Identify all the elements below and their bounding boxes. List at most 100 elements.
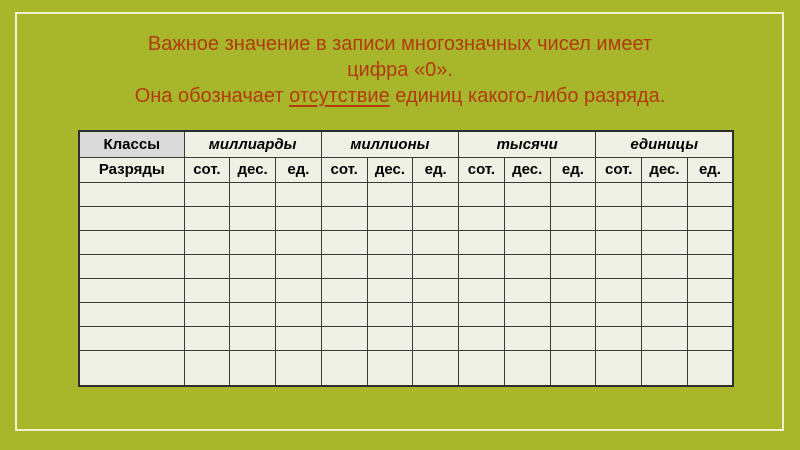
digits-header-cell: Разряды (78, 156, 185, 183)
empty-row (78, 349, 734, 387)
title-line-3-before: Она обозначает (134, 85, 290, 107)
empty-cell (549, 325, 597, 351)
empty-cell (366, 181, 414, 207)
empty-cell (641, 301, 688, 327)
empty-cell (366, 301, 414, 327)
title-line-3-after: единиц какого-либо разряда. (389, 85, 666, 107)
empty-cell (366, 229, 414, 255)
empty-cell (229, 253, 276, 279)
empty-cell (595, 181, 643, 207)
empty-cell (595, 277, 643, 303)
empty-row (78, 253, 734, 279)
classes-header-cell: Классы (78, 130, 185, 158)
empty-cell (78, 349, 185, 387)
empty-cell (229, 229, 276, 255)
empty-row (78, 277, 734, 303)
empty-cell (78, 253, 185, 279)
empty-cell (412, 181, 460, 207)
digit-col-thousands-ones: ед. (549, 156, 597, 183)
empty-cell (78, 277, 185, 303)
empty-cell (549, 229, 597, 255)
digit-col-units-hundreds: сот. (595, 156, 643, 183)
empty-cell (183, 301, 231, 327)
place-value-table: Классы миллиарды миллионы тысячи единицы… (78, 130, 735, 387)
empty-cell (549, 349, 597, 387)
class-group-billions: миллиарды (183, 130, 322, 158)
empty-cell (183, 277, 231, 303)
empty-cell (275, 229, 322, 255)
empty-cell (320, 349, 368, 387)
empty-cell (503, 229, 551, 255)
empty-cell (641, 349, 688, 387)
empty-cell (229, 205, 276, 231)
empty-cell (412, 277, 460, 303)
empty-cell (320, 325, 368, 351)
empty-cell (641, 253, 688, 279)
empty-cell (183, 229, 231, 255)
digit-col-units-ones: ед. (686, 156, 734, 183)
empty-cell (641, 205, 688, 231)
empty-cell (458, 325, 505, 351)
digit-col-billions-tens: дес. (229, 156, 276, 183)
classes-header-row: Классы миллиарды миллионы тысячи единицы (78, 130, 734, 158)
empty-cell (78, 229, 185, 255)
empty-cell (183, 349, 231, 387)
digits-header-row: Разряды сот. дес. ед. сот. дес. ед. сот.… (78, 156, 734, 183)
empty-cell (183, 205, 231, 231)
empty-cell (458, 181, 505, 207)
empty-cell (595, 325, 643, 351)
empty-cell (275, 301, 322, 327)
empty-cell (229, 325, 276, 351)
digit-col-billions-hundreds: сот. (183, 156, 231, 183)
digit-col-thousands-tens: дес. (503, 156, 551, 183)
empty-cell (229, 181, 276, 207)
empty-cell (229, 301, 276, 327)
empty-cell (595, 301, 643, 327)
empty-cell (183, 253, 231, 279)
empty-cell (686, 253, 734, 279)
empty-cell (320, 301, 368, 327)
digit-col-millions-tens: дес. (366, 156, 414, 183)
empty-cell (686, 229, 734, 255)
empty-cell (686, 325, 734, 351)
empty-cell (458, 253, 505, 279)
empty-cell (641, 325, 688, 351)
empty-cell (229, 277, 276, 303)
empty-cell (366, 325, 414, 351)
empty-cell (549, 205, 597, 231)
empty-cell (78, 325, 185, 351)
empty-cell (686, 277, 734, 303)
empty-cell (275, 325, 322, 351)
empty-cell (366, 205, 414, 231)
empty-cell (78, 301, 185, 327)
empty-cell (549, 301, 597, 327)
empty-cell (275, 205, 322, 231)
empty-cell (458, 205, 505, 231)
empty-row (78, 229, 734, 255)
empty-cell (503, 253, 551, 279)
place-value-table-body (78, 181, 734, 387)
empty-cell (366, 349, 414, 387)
empty-cell (412, 301, 460, 327)
empty-cell (183, 181, 231, 207)
empty-cell (320, 277, 368, 303)
empty-cell (595, 205, 643, 231)
empty-row (78, 181, 734, 207)
digit-col-thousands-hundreds: сот. (458, 156, 505, 183)
empty-cell (366, 277, 414, 303)
empty-cell (549, 277, 597, 303)
empty-cell (595, 349, 643, 387)
empty-cell (503, 349, 551, 387)
underlined-word: отсутствие (289, 85, 390, 107)
empty-cell (686, 349, 734, 387)
empty-cell (458, 229, 505, 255)
title-line-2: цифра «0». (347, 59, 453, 81)
empty-cell (412, 253, 460, 279)
class-group-thousands: тысячи (458, 130, 597, 158)
empty-cell (320, 205, 368, 231)
empty-cell (183, 325, 231, 351)
empty-cell (503, 325, 551, 351)
empty-cell (595, 253, 643, 279)
empty-cell (503, 301, 551, 327)
empty-cell (641, 277, 688, 303)
